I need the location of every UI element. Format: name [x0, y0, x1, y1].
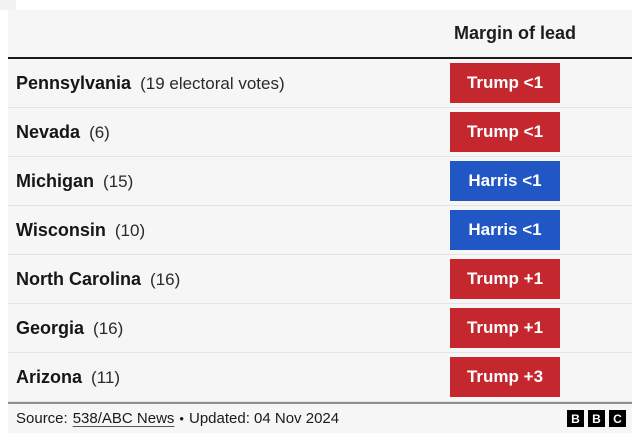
margin-cell: Trump <1 — [450, 112, 632, 152]
footer: Source: 538/ABC News • Updated: 04 Nov 2… — [8, 402, 632, 433]
bullet-separator: • — [179, 411, 184, 426]
electoral-votes-label: (19 electoral votes) — [140, 73, 285, 93]
table-row: Pennsylvania (19 electoral votes) Trump … — [8, 59, 632, 108]
margin-cell: Harris <1 — [450, 210, 632, 250]
margin-cell: Trump <1 — [450, 63, 632, 103]
margin-badge: Trump +1 — [450, 259, 560, 299]
state-name: Georgia — [16, 317, 85, 338]
state-cell: Michigan (15) — [16, 171, 450, 192]
margin-badge: Trump <1 — [450, 63, 560, 103]
bbc-logo: B B C — [567, 410, 626, 427]
table-row: Arizona (11) Trump +3 — [8, 353, 632, 402]
table-row: Michigan (15) Harris <1 — [8, 157, 632, 206]
bbc-logo-letter: B — [588, 410, 605, 427]
electoral-votes-label: (16) — [150, 269, 181, 289]
state-cell: North Carolina (16) — [16, 269, 450, 290]
margin-badge: Trump +3 — [450, 357, 560, 397]
table-row: Nevada (6) Trump <1 — [8, 108, 632, 157]
corner-artifact — [0, 0, 16, 10]
margin-cell: Trump +3 — [450, 357, 632, 397]
table-header-row: Margin of lead — [8, 10, 632, 59]
margin-badge: Harris <1 — [450, 161, 560, 201]
updated-label: Updated: 04 Nov 2024 — [188, 410, 340, 427]
margin-badge: Trump +1 — [450, 308, 560, 348]
margin-badge: Harris <1 — [450, 210, 560, 250]
margin-cell: Harris <1 — [450, 161, 632, 201]
table-row: Georgia (16) Trump +1 — [8, 304, 632, 353]
state-name: North Carolina — [16, 268, 142, 289]
state-name: Arizona — [16, 366, 83, 387]
state-name: Nevada — [16, 121, 81, 142]
state-cell: Nevada (6) — [16, 122, 450, 143]
margin-badge: Trump <1 — [450, 112, 560, 152]
state-cell: Arizona (11) — [16, 367, 450, 388]
table-row: North Carolina (16) Trump +1 — [8, 255, 632, 304]
state-name: Pennsylvania — [16, 72, 132, 93]
state-cell: Georgia (16) — [16, 318, 450, 339]
margin-cell: Trump +1 — [450, 259, 632, 299]
source-link[interactable]: 538/ABC News — [72, 410, 175, 427]
state-name: Wisconsin — [16, 219, 106, 240]
margin-cell: Trump +1 — [450, 308, 632, 348]
bbc-logo-letter: B — [567, 410, 584, 427]
source-prefix: Source: — [16, 410, 68, 427]
state-name: Michigan — [16, 170, 95, 191]
bbc-logo-letter: C — [609, 410, 626, 427]
electoral-votes-label: (11) — [91, 367, 121, 387]
state-cell: Pennsylvania (19 electoral votes) — [16, 73, 450, 94]
column-header-margin-of-lead: Margin of lead — [454, 23, 577, 43]
electoral-votes-label: (16) — [93, 318, 124, 338]
electoral-votes-label: (10) — [114, 220, 146, 240]
electoral-votes-label: (6) — [89, 122, 110, 142]
state-cell: Wisconsin (10) — [16, 220, 450, 241]
source-line: Source: 538/ABC News • Updated: 04 Nov 2… — [16, 410, 339, 427]
electoral-votes-label: (15) — [103, 171, 134, 191]
table-row: Wisconsin (10) Harris <1 — [8, 206, 632, 255]
margin-of-lead-table: Margin of lead Pennsylvania (19 electora… — [8, 10, 632, 433]
